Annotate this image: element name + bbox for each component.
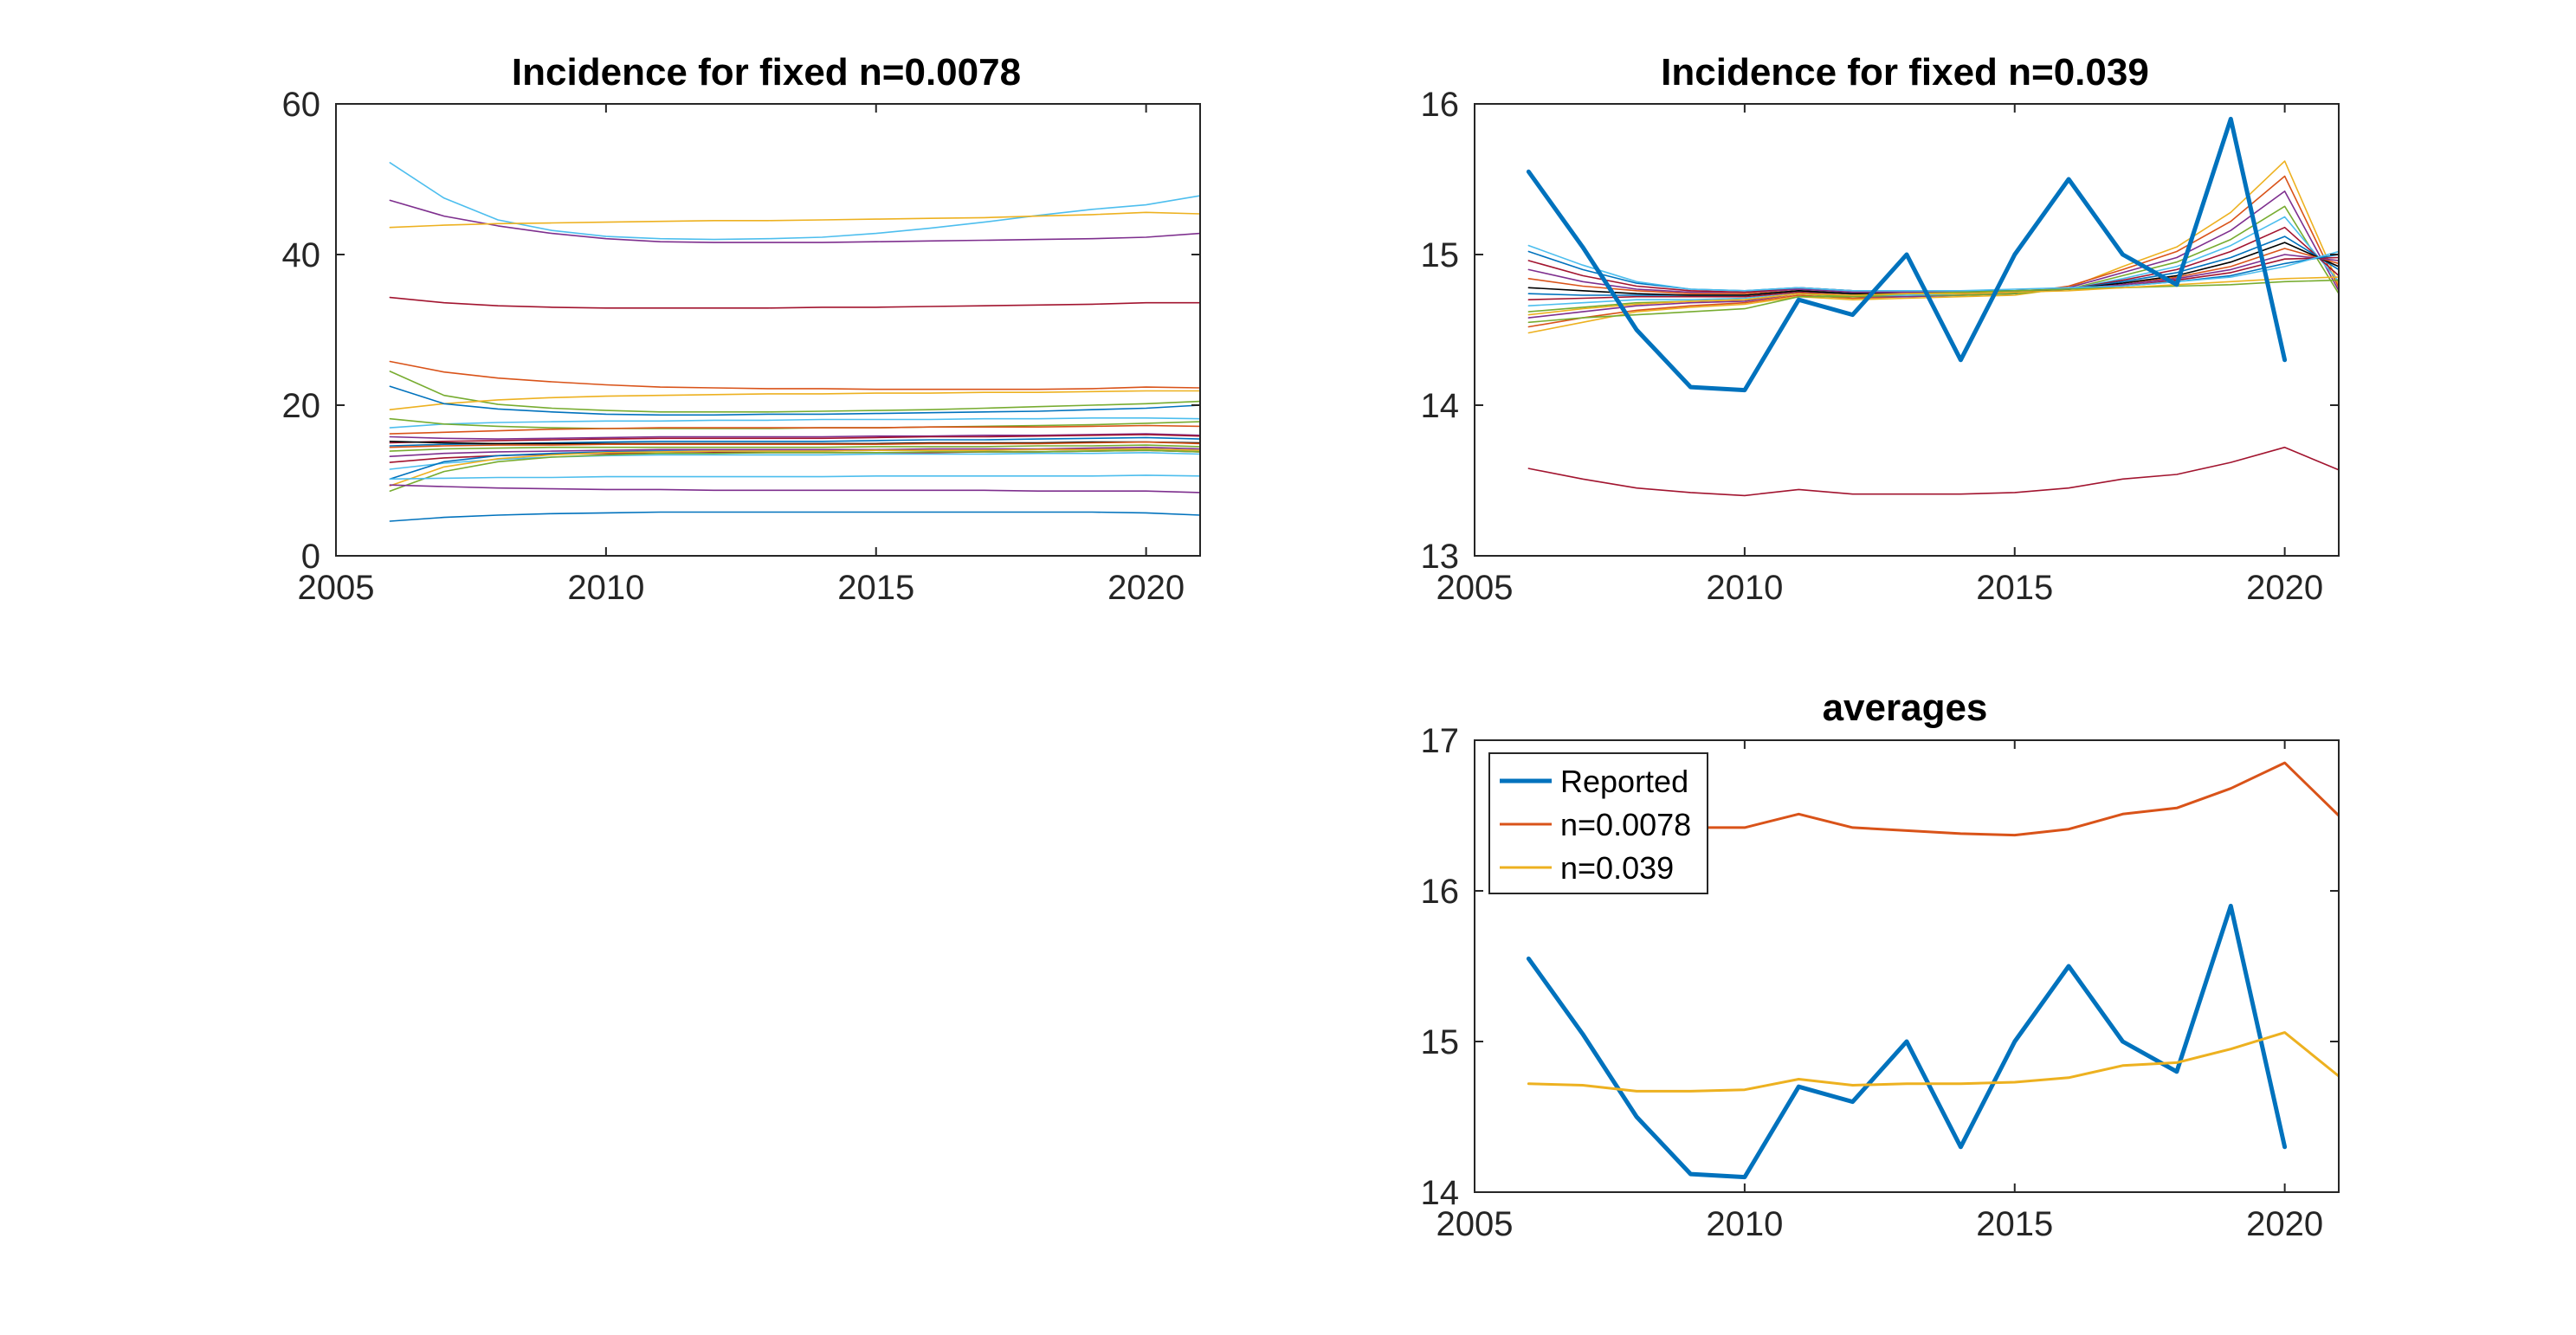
series-line-13: [1527, 279, 2339, 324]
axes-box-2: [1474, 739, 2340, 1193]
series-line-10: [389, 424, 1200, 435]
y-tick-label: 0: [301, 538, 320, 576]
series-line-12: [389, 434, 1200, 444]
panel-title-2: averages: [1823, 687, 1988, 729]
series-line-7: [389, 385, 1200, 416]
x-tick-label: 2010: [1706, 1205, 1783, 1243]
series-line-14: [1527, 276, 2339, 316]
y-tick-label: 13: [1421, 538, 1460, 576]
reported-line: [1526, 116, 2288, 393]
y-tick-label: 14: [1421, 1174, 1460, 1212]
x-tick-label: 2005: [1436, 569, 1514, 607]
series-line-15: [1527, 446, 2339, 497]
series-line-11: [389, 433, 1200, 440]
axes-box-1: [1474, 103, 2340, 557]
legend: Reported n=0.0078 n=0.039: [1488, 752, 1708, 894]
series-layer-0: [389, 162, 1200, 522]
x-tick-label: 2015: [1976, 569, 2053, 607]
y-tick-label: 40: [282, 236, 321, 274]
tick-layer-1: 2005 2010 2015 2020 13 14 15 16: [1421, 86, 2339, 607]
series-line-6: [389, 390, 1200, 410]
series-line-4: [1527, 216, 2339, 306]
legend-label-n-039: n=0.039: [1560, 850, 1674, 886]
legend-label-n-0078: n=0.0078: [1560, 807, 1691, 842]
y-tick-label: 20: [282, 387, 321, 425]
y-tick-label: 16: [1421, 873, 1460, 911]
x-tick-label: 2020: [2246, 1205, 2323, 1243]
panel-title-1: Incidence for fixed n=0.039: [1661, 51, 2149, 94]
y-tick-label: 60: [282, 86, 321, 124]
series-line-n-0-039: [1527, 1031, 2339, 1093]
legend-label-reported: Reported: [1560, 764, 1688, 799]
axes-box-0: [335, 103, 1201, 557]
series-line-15: [389, 441, 1200, 448]
y-tick-label: 14: [1421, 387, 1460, 425]
series-line-1: [389, 199, 1200, 243]
series-line-21: [389, 448, 1200, 487]
panel-incidence-n-0078: Incidence for fixed n=0.0078 2005 2010 201…: [282, 51, 1201, 607]
x-tick-label: 2020: [2246, 569, 2323, 607]
series-line-5: [389, 371, 1200, 413]
series-line-16: [389, 444, 1200, 452]
series-line-2: [389, 211, 1200, 229]
series-line-3: [1527, 205, 2339, 313]
series-line-12: [1527, 244, 2339, 292]
panel-title-0: Incidence for fixed n=0.0078: [512, 51, 1021, 94]
y-tick-label: 17: [1421, 722, 1460, 760]
y-tick-label: 15: [1421, 236, 1460, 274]
series-line-17: [389, 446, 1200, 457]
series-line-4: [389, 360, 1200, 390]
tick-layer-0: 2005 2010 2015 2020 0 20 40 60: [282, 86, 1200, 607]
x-tick-label: 2010: [567, 569, 644, 607]
panel-averages: averages 2005 2010 2015 2020 14 15 16 17 Report…: [1421, 687, 2340, 1243]
x-tick-label: 2015: [837, 569, 914, 607]
series-line-24: [389, 484, 1200, 493]
x-tick-label: 2005: [298, 569, 375, 607]
x-tick-label: 2015: [1976, 1205, 2053, 1243]
series-line-0: [1527, 160, 2339, 334]
series-line-9: [1527, 254, 2339, 293]
series-line-19: [389, 452, 1200, 470]
series-line-0: [389, 162, 1200, 241]
series-line-8: [389, 417, 1200, 429]
x-tick-label: 2005: [1436, 1205, 1514, 1243]
series-line-3: [389, 296, 1200, 309]
panel-incidence-n-039: Incidence for fixed n=0.039 2005 2010 2015…: [1421, 51, 2340, 607]
x-tick-label: 2010: [1706, 569, 1783, 607]
series-line-23: [389, 474, 1200, 480]
series-line-reported: [1526, 903, 2288, 1180]
series-layer-1: [1526, 116, 2339, 497]
y-tick-label: 15: [1421, 1023, 1460, 1061]
series-line-2: [1527, 190, 2339, 319]
series-line-22: [389, 449, 1200, 492]
series-line-25: [389, 511, 1200, 522]
y-tick-label: 16: [1421, 86, 1460, 124]
x-tick-label: 2020: [1107, 569, 1185, 607]
